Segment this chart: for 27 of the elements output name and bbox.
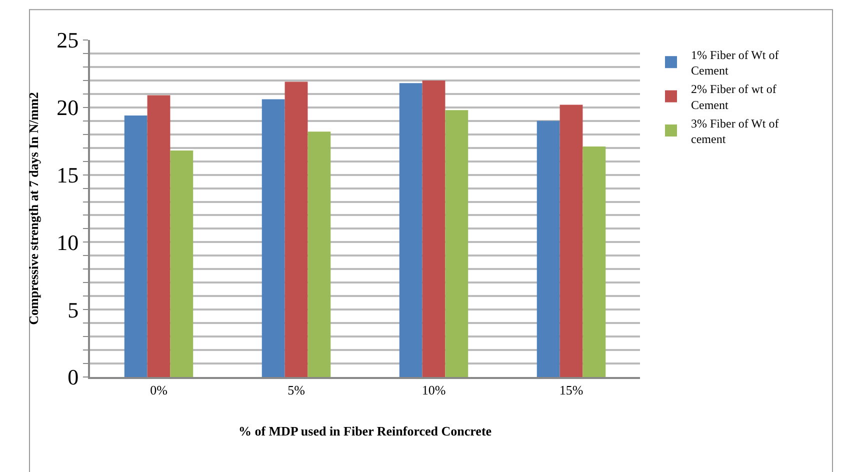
legend-label: 1% Fiber of Wt of Cement — [691, 48, 779, 78]
bar — [262, 99, 285, 377]
y-tick-label: 25 — [56, 28, 79, 53]
x-tick-label: 5% — [288, 382, 306, 398]
bar — [308, 132, 331, 377]
x-axis-title: % of MDP used in Fiber Reinforced Concrete — [238, 424, 492, 439]
bar — [536, 120, 560, 377]
legend-label: 3% Fiber of Wt of cement — [691, 116, 779, 146]
bar — [560, 104, 583, 377]
bar — [170, 150, 194, 377]
y-axis-title: Compressive strength at 7 days In N/mm2 — [26, 92, 42, 325]
y-tick-label: 10 — [56, 230, 79, 255]
bar — [422, 80, 446, 377]
y-tick-label: 20 — [56, 95, 79, 120]
y-tick-label: 5 — [68, 297, 79, 322]
y-tick-label: 0 — [68, 364, 79, 390]
y-tick-label: 15 — [56, 162, 79, 188]
x-tick-label: 15% — [559, 382, 584, 398]
x-tick-label: 0% — [150, 382, 168, 398]
x-tick-label: 10% — [422, 382, 446, 398]
bar — [147, 95, 170, 377]
bar — [445, 110, 468, 377]
bar — [582, 146, 606, 377]
bar — [284, 82, 308, 377]
legend-label: 2% Fiber of wt of Cement — [691, 82, 776, 112]
bar — [399, 83, 422, 377]
bar — [124, 115, 148, 377]
